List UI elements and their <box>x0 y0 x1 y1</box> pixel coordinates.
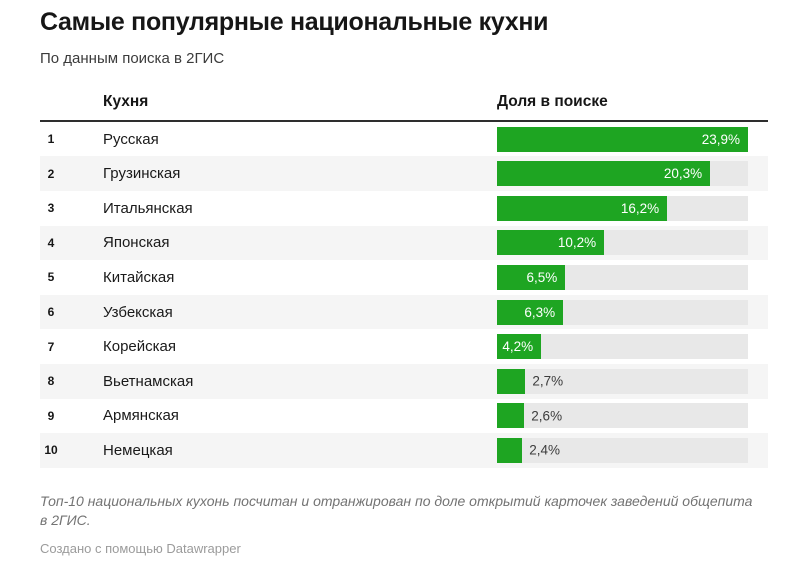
table-header-row: Кухня Доля в поиске <box>40 93 768 122</box>
rank-cell: 9 <box>47 408 55 423</box>
bar-value-label: 4,2% <box>502 339 534 355</box>
cuisine-name: Корейская <box>103 338 177 356</box>
rank-cell: 8 <box>47 374 55 389</box>
table-row: 6 Узбекская 6,3% <box>40 294 768 330</box>
bar-value-label-outside: 2,4% <box>529 442 560 458</box>
cuisine-name: Итальянская <box>103 199 193 217</box>
attribution: Создано с помощью Datawrapper <box>40 541 768 556</box>
bar-track: 6,3% <box>497 299 748 325</box>
bar-fill: 6,5% <box>497 264 566 290</box>
bar-value-label: 23,9% <box>701 131 740 147</box>
table-row: 8 Вьетнамская 2,7% <box>40 363 768 399</box>
bar-track: 16,2% <box>497 195 748 221</box>
column-header-cuisine: Кухня <box>103 92 149 110</box>
rank-cell: 1 <box>47 132 55 147</box>
page-title: Самые популярные национальные кухни <box>40 8 549 36</box>
bar-value-label: 6,3% <box>524 304 556 320</box>
rank-cell: 7 <box>47 339 55 354</box>
bar-value-label: 16,2% <box>620 200 660 216</box>
cuisine-name: Армянская <box>103 407 179 425</box>
cuisine-name: Узбекская <box>103 303 173 321</box>
bar-value-label: 10,2% <box>557 235 597 251</box>
datawrapper-link[interactable]: Datawrapper <box>166 540 241 556</box>
table-row: 4 Японская 10,2% <box>40 225 768 261</box>
bar-value-label: 6,5% <box>526 269 558 285</box>
bar-track: 6,5% <box>497 264 748 290</box>
bar-track: 20,3% <box>497 161 748 187</box>
rank-cell: 10 <box>44 443 58 458</box>
cuisine-name: Русская <box>103 130 159 148</box>
bar-track: 23,9% <box>497 126 748 152</box>
bar-fill: 23,9% <box>497 126 748 152</box>
cuisine-name: Вьетнамская <box>103 372 194 390</box>
table-row: 10 Немецкая 2,4% <box>40 433 768 468</box>
rank-cell: 6 <box>47 305 55 320</box>
table-row: 2 Грузинская 20,3% <box>40 156 768 191</box>
cuisine-name: Японская <box>103 234 170 252</box>
page-subtitle: По данным поиска в 2ГИС <box>40 49 225 67</box>
bar-value-label: 20,3% <box>663 166 703 182</box>
bar-value-label-outside: 2,6% <box>531 408 563 424</box>
cuisine-name: Китайская <box>103 268 175 286</box>
bar-track: 2,6% <box>497 403 748 429</box>
chart-container: Самые популярные национальные кухни По д… <box>40 8 768 556</box>
rank-cell: 2 <box>47 166 55 181</box>
bar-track: 10,2% <box>497 230 748 256</box>
bar-fill: 20,3% <box>497 161 711 187</box>
table-row: 1 Русская 23,9% <box>40 122 768 157</box>
attribution-prefix: Создано с помощью <box>40 540 167 556</box>
table-row: 3 Итальянская 16,2% <box>40 191 768 226</box>
table-body: 1 Русская 23,9% 2 Грузинская 20,3% 3 Ита… <box>40 122 768 468</box>
bar-fill: 4,2% <box>497 334 542 360</box>
footnote: Топ-10 национальных кухонь посчитан и от… <box>40 492 753 529</box>
column-header-share: Доля в поиске <box>497 92 608 110</box>
bar-track: 4,2% <box>497 334 748 360</box>
bar-fill <box>497 368 526 394</box>
table-row: 9 Армянская 2,6% <box>40 399 768 434</box>
table-row: 7 Корейская 4,2% <box>40 329 768 364</box>
bar-track: 2,4% <box>497 437 748 463</box>
bar-fill: 10,2% <box>497 230 605 256</box>
rank-cell: 3 <box>47 201 55 216</box>
bar-track: 2,7% <box>497 368 748 394</box>
bar-fill: 6,3% <box>497 299 564 325</box>
ranking-table: Кухня Доля в поиске 1 Русская 23,9% 2 Гр… <box>40 93 768 468</box>
cuisine-name: Немецкая <box>103 441 173 459</box>
table-row: 5 Китайская 6,5% <box>40 260 768 295</box>
cuisine-name: Грузинская <box>103 165 181 183</box>
bar-fill <box>497 437 523 463</box>
rank-cell: 5 <box>47 270 55 285</box>
bar-fill <box>497 403 525 429</box>
bar-fill: 16,2% <box>497 195 668 221</box>
rank-cell: 4 <box>47 235 55 250</box>
bar-value-label-outside: 2,7% <box>532 373 564 389</box>
